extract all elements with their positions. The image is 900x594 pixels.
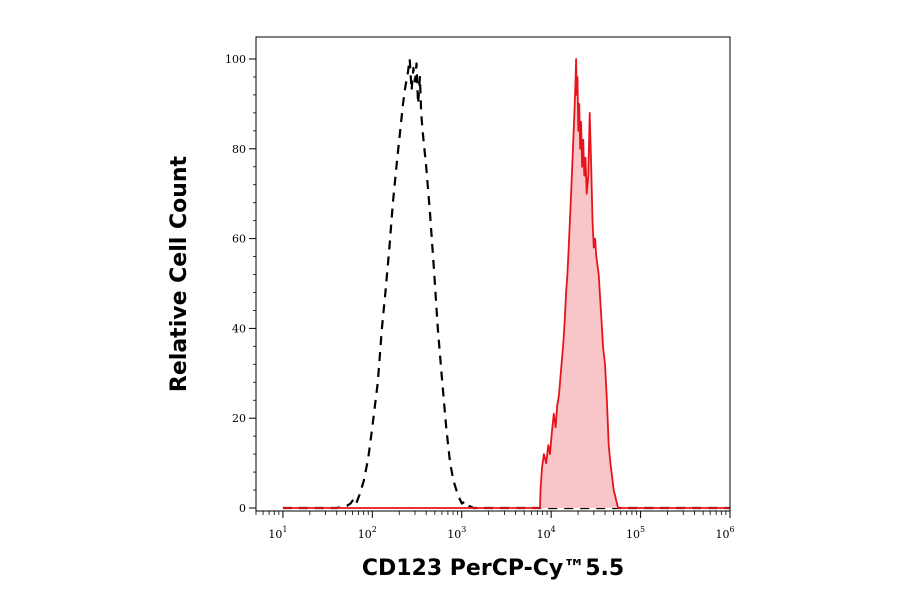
x-tick-label-2: 103: [447, 525, 466, 541]
series-layer: [282, 57, 730, 510]
y-tick-label-1: 20: [232, 412, 246, 425]
y-tick-label-5: 100: [225, 53, 246, 66]
y-tick-label-4: 80: [232, 143, 246, 156]
x-tick-label-4: 105: [626, 525, 645, 541]
series-1-area: [282, 59, 730, 508]
y-tick-label-0: 0: [239, 502, 246, 515]
x-tick-label-0: 101: [268, 525, 287, 541]
plot-frame: [255, 36, 731, 512]
series-1-line: [282, 58, 730, 509]
x-tick-label-1: 102: [358, 525, 377, 541]
series-0-line: [282, 57, 730, 510]
y-tick-label-2: 40: [232, 322, 246, 335]
x-axis: 101 102 103 104 105 106: [255, 511, 735, 541]
y-axis-title: Relative Cell Count: [167, 155, 192, 392]
x-tick-label-3: 104: [537, 525, 556, 541]
y-axis: 0 20 40 60 80 100: [225, 53, 256, 515]
x-axis-title: CD123 PerCP-Cy™5.5: [362, 556, 624, 581]
y-tick-label-3: 60: [232, 233, 246, 246]
x-tick-label-5: 106: [715, 525, 734, 541]
